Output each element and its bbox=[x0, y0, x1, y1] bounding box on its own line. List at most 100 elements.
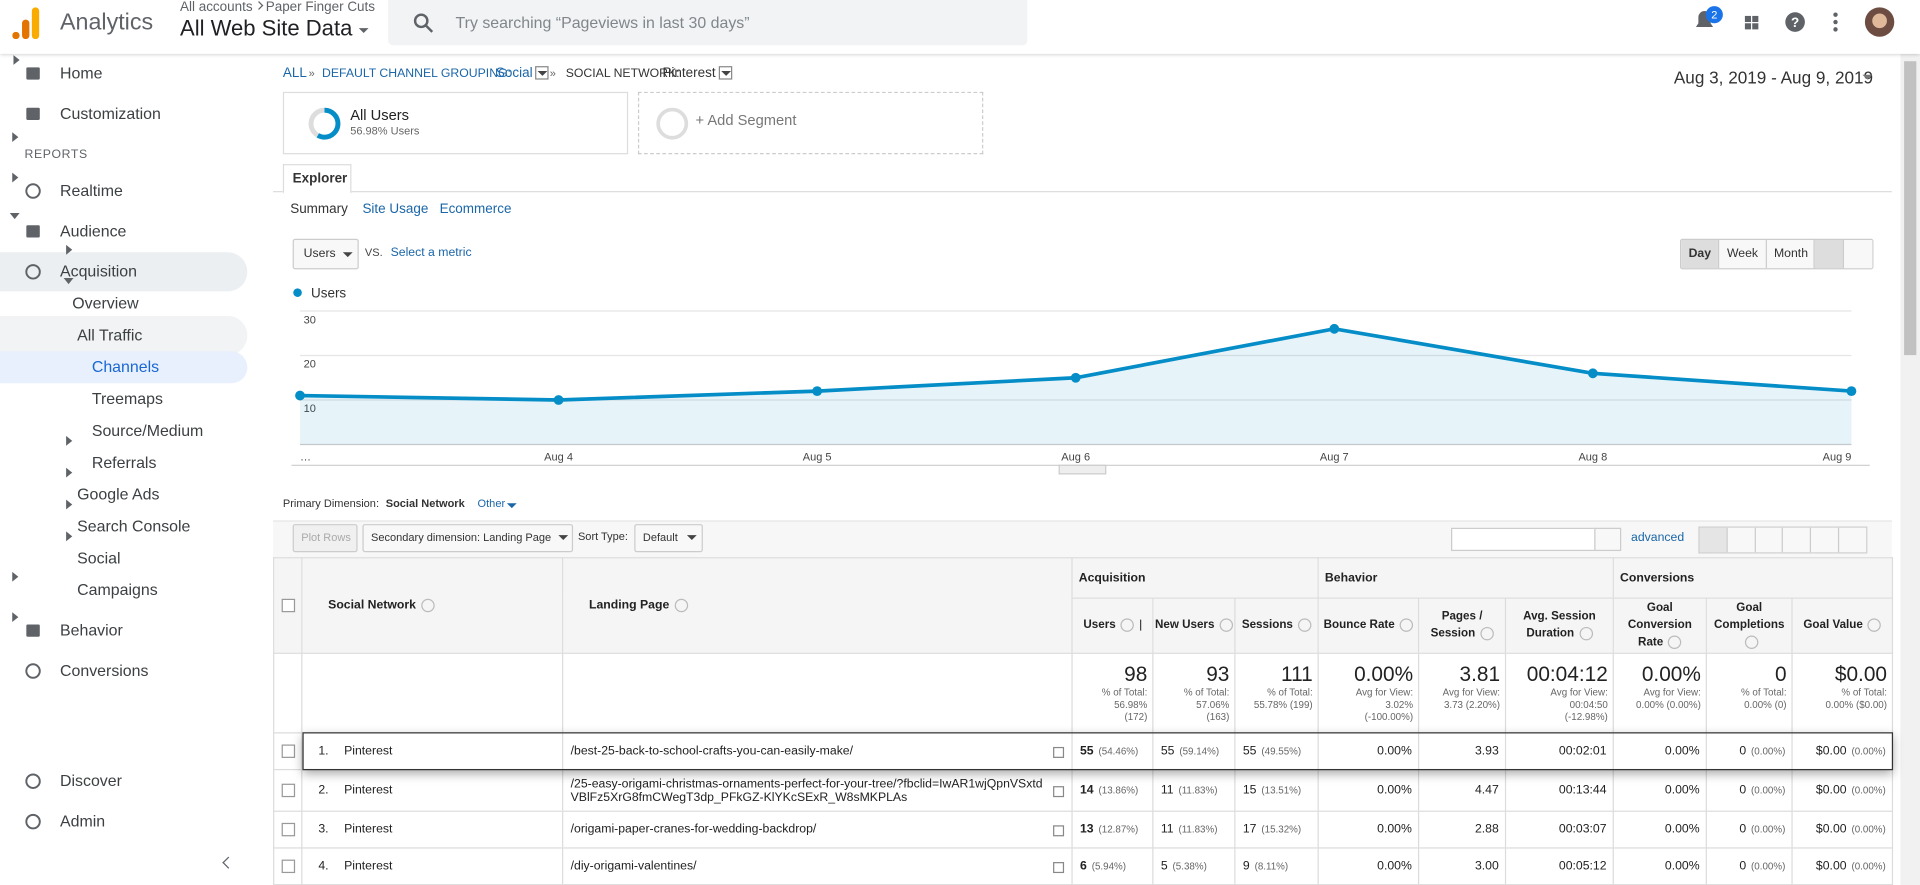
nav-item[interactable]: Acquisition bbox=[60, 262, 137, 281]
header-label[interactable]: Social Network bbox=[328, 598, 416, 613]
open-link-icon[interactable] bbox=[1053, 824, 1065, 836]
nav-item[interactable]: Overview bbox=[72, 293, 139, 313]
network[interactable]: Pinterest bbox=[344, 859, 393, 874]
breadcrumb-item[interactable]: Pinterest bbox=[662, 66, 716, 81]
explorer-tab[interactable]: Explorer bbox=[282, 164, 352, 194]
granularity-button[interactable]: Week bbox=[1718, 240, 1766, 269]
account-link[interactable]: All accounts bbox=[180, 0, 253, 15]
nav-item[interactable]: Behavior bbox=[60, 620, 123, 640]
subtab[interactable]: Ecommerce bbox=[439, 202, 512, 217]
checkbox[interactable] bbox=[281, 822, 295, 837]
checkbox[interactable] bbox=[281, 859, 295, 874]
compare-link[interactable]: Select a metric bbox=[390, 246, 472, 260]
landing-page[interactable]: /25-easy-origami-christmas-ornaments-per… bbox=[570, 776, 1043, 804]
nav-item[interactable]: Customization bbox=[60, 104, 161, 123]
total-value: 3.81 bbox=[1459, 662, 1501, 686]
expand-arrow bbox=[12, 132, 19, 143]
nav-item[interactable]: Audience bbox=[60, 221, 127, 241]
nav-item[interactable]: Admin bbox=[60, 811, 106, 831]
total-cell: 00:04:12 Avg for View: 00:04:50 (-12.98%) bbox=[1504, 652, 1614, 734]
nav-item[interactable]: Home bbox=[60, 63, 103, 83]
metric-header[interactable]: Goal Completions bbox=[1705, 597, 1793, 654]
view-button[interactable] bbox=[1810, 527, 1839, 553]
data-row[interactable]: 3. Pinterest/origami-paper-cranes-for-wed… bbox=[273, 810, 1894, 849]
view-button[interactable] bbox=[1838, 527, 1867, 553]
total-value: 98 bbox=[1124, 662, 1148, 686]
landing-page[interactable]: /origami-paper-cranes-for-wedding-backdr… bbox=[570, 822, 817, 837]
nav-item[interactable]: Discover bbox=[60, 771, 122, 790]
view-button[interactable] bbox=[1726, 527, 1755, 553]
table-search[interactable] bbox=[1451, 527, 1596, 552]
nav-item[interactable]: All Traffic bbox=[77, 325, 143, 345]
metric-header[interactable]: Goal Value bbox=[1791, 597, 1894, 654]
view-button[interactable] bbox=[1754, 527, 1783, 553]
nav-item[interactable]: Conversions bbox=[60, 661, 149, 680]
nav-item[interactable]: Channels bbox=[91, 357, 160, 376]
data-row[interactable]: 4. Pinterest/diy-origami-valentines/6 (5.9… bbox=[273, 847, 1894, 885]
nav-item[interactable]: Referrals bbox=[91, 453, 157, 472]
metric-header[interactable]: Pages / Session bbox=[1417, 597, 1507, 654]
total-detail: 0.00% ($0.00) bbox=[1825, 699, 1887, 711]
open-link-icon[interactable] bbox=[1053, 746, 1065, 758]
advanced-link[interactable]: advanced bbox=[1631, 531, 1685, 545]
breadcrumb-item[interactable]: ALL bbox=[282, 66, 307, 81]
subtab[interactable]: Summary bbox=[290, 202, 348, 217]
nav-item[interactable]: Campaigns bbox=[77, 580, 158, 599]
expand-arrow bbox=[9, 213, 20, 220]
nav-item[interactable]: Search Console bbox=[77, 516, 191, 536]
cell-value: 11 bbox=[1160, 783, 1174, 798]
data-row[interactable]: 1. Pinterest/best-25-back-to-school-craft… bbox=[273, 732, 1894, 771]
nav-item[interactable]: Treemaps bbox=[91, 389, 163, 408]
segment-card[interactable]: All Users 56.98% Users bbox=[282, 91, 629, 155]
metric-header[interactable]: Sessions bbox=[1234, 597, 1319, 654]
landing-page[interactable]: /best-25-back-to-school-crafts-you-can-e… bbox=[570, 744, 854, 758]
granularity-button[interactable]: Day bbox=[1681, 240, 1719, 269]
metric-header[interactable]: Goal Conversion Rate bbox=[1612, 597, 1707, 654]
view-button[interactable] bbox=[1699, 527, 1727, 553]
point bbox=[553, 395, 564, 405]
add-segment[interactable]: + Add Segment bbox=[637, 91, 984, 155]
landing-page[interactable]: /diy-origami-valentines/ bbox=[570, 859, 697, 874]
view-selector[interactable]: All Web Site Data bbox=[180, 15, 353, 41]
collapse-button[interactable] bbox=[222, 856, 235, 869]
dimension-other[interactable]: Other bbox=[477, 497, 506, 510]
breadcrumb-item[interactable]: DEFAULT CHANNEL GROUPING: bbox=[322, 67, 511, 81]
data-row[interactable]: 2. Pinterest/25-easy-origami-christmas-or… bbox=[273, 768, 1894, 812]
network[interactable]: Pinterest bbox=[344, 744, 393, 758]
nav-icon bbox=[25, 663, 41, 679]
breadcrumb-item[interactable]: Social bbox=[495, 66, 533, 81]
granularity-button[interactable]: Month bbox=[1765, 240, 1816, 269]
subtab[interactable]: Site Usage bbox=[362, 202, 429, 217]
nav-icon bbox=[25, 773, 41, 789]
nav-item[interactable]: Realtime bbox=[60, 181, 123, 200]
nav-item[interactable]: Source/Medium bbox=[91, 421, 204, 440]
motion-chart-button[interactable] bbox=[1844, 240, 1873, 269]
network[interactable]: Pinterest bbox=[344, 822, 393, 837]
nav-item[interactable]: Google Ads bbox=[77, 484, 160, 504]
metric-header[interactable]: Users bbox=[1071, 597, 1154, 654]
property-link[interactable]: Paper Finger Cuts bbox=[265, 0, 376, 15]
line-chart-button[interactable] bbox=[1814, 240, 1845, 269]
secondary-dimension[interactable]: Secondary dimension: Landing Page bbox=[362, 524, 574, 553]
metric-header[interactable]: Bounce Rate bbox=[1317, 597, 1420, 654]
header-label[interactable]: Landing Page bbox=[588, 598, 670, 613]
search-box[interactable]: Try searching “Pageviews in last 30 days… bbox=[388, 0, 1028, 46]
x-tick-label: Aug 5 bbox=[803, 451, 832, 463]
network[interactable]: Pinterest bbox=[344, 783, 393, 798]
sort-select[interactable]: Default bbox=[634, 524, 703, 553]
cell-percent: (54.46%) bbox=[1098, 745, 1139, 757]
view-button[interactable] bbox=[1782, 527, 1811, 553]
metric-select[interactable]: Users bbox=[292, 238, 359, 270]
checkbox[interactable] bbox=[281, 598, 295, 613]
open-link-icon[interactable] bbox=[1053, 861, 1065, 873]
open-link-icon[interactable] bbox=[1053, 785, 1065, 797]
metric-header[interactable]: New Users bbox=[1152, 597, 1236, 654]
plot-rows-button[interactable]: Plot Rows bbox=[292, 524, 358, 553]
nav-item[interactable]: Social bbox=[77, 548, 121, 567]
checkbox[interactable] bbox=[281, 744, 295, 758]
header-label: New Users bbox=[1154, 618, 1215, 632]
checkbox[interactable] bbox=[281, 783, 295, 798]
metric-header[interactable]: Avg. Session Duration bbox=[1504, 597, 1614, 654]
search-button[interactable] bbox=[1594, 527, 1622, 552]
date-range[interactable]: Aug 3, 2019 - Aug 9, 2019 bbox=[1673, 67, 1874, 87]
